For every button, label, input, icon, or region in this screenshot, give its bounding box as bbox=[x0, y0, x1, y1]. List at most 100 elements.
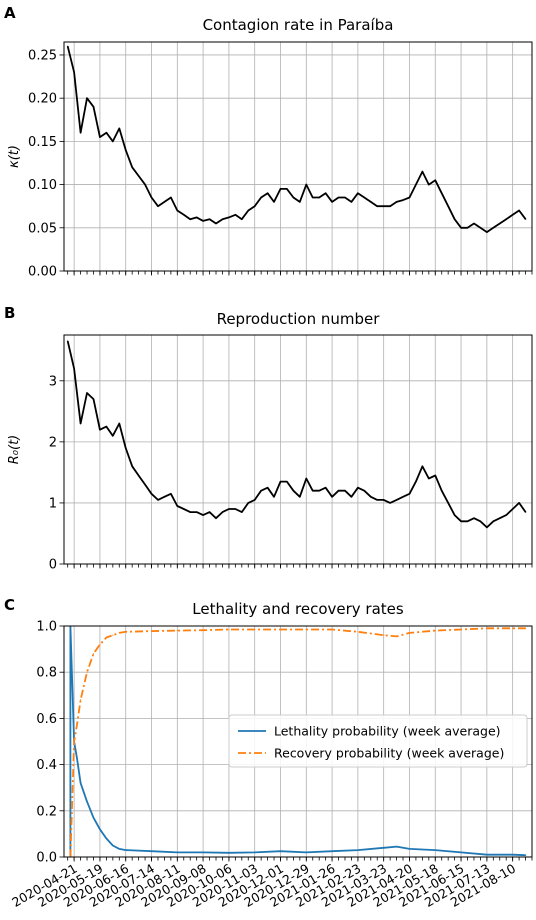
data-point bbox=[163, 496, 165, 498]
y-tick-label: 0.4 bbox=[36, 758, 57, 773]
data-point bbox=[150, 630, 153, 632]
y-tick-label: 0.05 bbox=[28, 221, 57, 236]
data-point bbox=[189, 511, 191, 513]
data-point bbox=[363, 490, 365, 492]
data-point bbox=[305, 477, 307, 480]
data-point bbox=[486, 854, 488, 856]
data-point bbox=[209, 218, 211, 220]
data-point bbox=[389, 502, 391, 504]
data-point bbox=[150, 493, 153, 495]
legend: Lethality probability (week average) Reco… bbox=[228, 714, 528, 768]
data-point bbox=[73, 368, 75, 370]
data-point bbox=[92, 653, 95, 655]
data-point bbox=[434, 474, 436, 477]
data-point bbox=[105, 426, 107, 428]
data-point bbox=[363, 196, 365, 199]
data-point bbox=[80, 422, 82, 425]
data-point bbox=[460, 227, 462, 229]
data-point bbox=[460, 520, 462, 522]
data-point bbox=[112, 844, 114, 847]
y-tick-label: 0.15 bbox=[28, 135, 57, 150]
data-point bbox=[512, 854, 514, 856]
data-point bbox=[325, 487, 327, 489]
data-point bbox=[331, 628, 333, 631]
data-point bbox=[105, 837, 107, 840]
data-point bbox=[80, 782, 82, 784]
data-point bbox=[92, 817, 95, 819]
data-point bbox=[357, 631, 359, 633]
y-tick-label: 0.20 bbox=[28, 92, 57, 107]
data-point bbox=[228, 628, 230, 631]
panel-a: A Contagion rate in Paraíba κ(t) 0.00 0.05 0.… bbox=[4, 4, 533, 280]
data-point bbox=[125, 447, 127, 449]
data-point bbox=[228, 852, 230, 854]
data-point bbox=[170, 493, 172, 495]
data-point bbox=[402, 496, 404, 498]
y-tick-label: 3 bbox=[49, 374, 57, 389]
data-point bbox=[286, 481, 288, 483]
data-point bbox=[344, 490, 346, 492]
chart-title: Contagion rate in Paraíba bbox=[203, 16, 394, 34]
data-point bbox=[454, 218, 456, 220]
data-point bbox=[150, 850, 153, 852]
data-point bbox=[337, 490, 340, 492]
data-point bbox=[73, 740, 75, 743]
data-point bbox=[125, 631, 127, 633]
data-point bbox=[305, 628, 307, 631]
y-tick-label: 0.6 bbox=[36, 712, 57, 727]
data-point bbox=[228, 216, 230, 218]
data-point bbox=[99, 828, 101, 830]
data-point bbox=[299, 201, 301, 203]
data-point bbox=[99, 136, 101, 138]
data-point bbox=[267, 192, 269, 194]
data-point bbox=[466, 520, 469, 522]
data-point bbox=[428, 184, 430, 186]
data-point bbox=[512, 508, 514, 510]
data-point bbox=[86, 392, 88, 394]
data-point bbox=[112, 435, 114, 437]
data-point bbox=[112, 634, 114, 636]
data-point bbox=[292, 196, 294, 199]
y-tick-label: 0.8 bbox=[36, 666, 57, 681]
data-point bbox=[434, 849, 436, 851]
legend-label: Lethality probability (week average) bbox=[274, 724, 501, 739]
data-point bbox=[92, 398, 95, 400]
data-point bbox=[260, 196, 262, 199]
data-point bbox=[396, 201, 398, 203]
data-point bbox=[421, 465, 423, 467]
data-point bbox=[157, 205, 159, 207]
data-point bbox=[408, 848, 411, 850]
data-point bbox=[76, 724, 78, 726]
data-point bbox=[525, 511, 527, 513]
legend-label: Recovery probability (week average) bbox=[274, 746, 504, 761]
data-point bbox=[163, 201, 165, 203]
data-point bbox=[67, 340, 69, 342]
data-point bbox=[273, 201, 275, 203]
data-point bbox=[376, 205, 378, 207]
data-point bbox=[525, 854, 527, 856]
data-point bbox=[518, 209, 520, 212]
data-point bbox=[499, 517, 501, 519]
data-point bbox=[447, 205, 449, 207]
data-point bbox=[196, 511, 198, 513]
data-point bbox=[221, 218, 224, 220]
data-point bbox=[131, 465, 133, 467]
data-point bbox=[447, 502, 449, 504]
data-point bbox=[176, 209, 178, 212]
data-point bbox=[241, 511, 243, 513]
data-point bbox=[196, 216, 198, 218]
data-point bbox=[492, 227, 494, 229]
data-point bbox=[215, 222, 217, 225]
data-point bbox=[254, 499, 256, 501]
series-line bbox=[66, 46, 527, 234]
grid bbox=[64, 335, 532, 565]
data-point bbox=[247, 502, 249, 504]
data-point bbox=[421, 171, 423, 173]
data-point bbox=[125, 849, 127, 851]
data-point bbox=[389, 205, 391, 207]
data-point bbox=[434, 179, 436, 181]
data-point bbox=[254, 851, 256, 854]
data-point bbox=[80, 132, 82, 134]
data-point bbox=[105, 636, 107, 639]
